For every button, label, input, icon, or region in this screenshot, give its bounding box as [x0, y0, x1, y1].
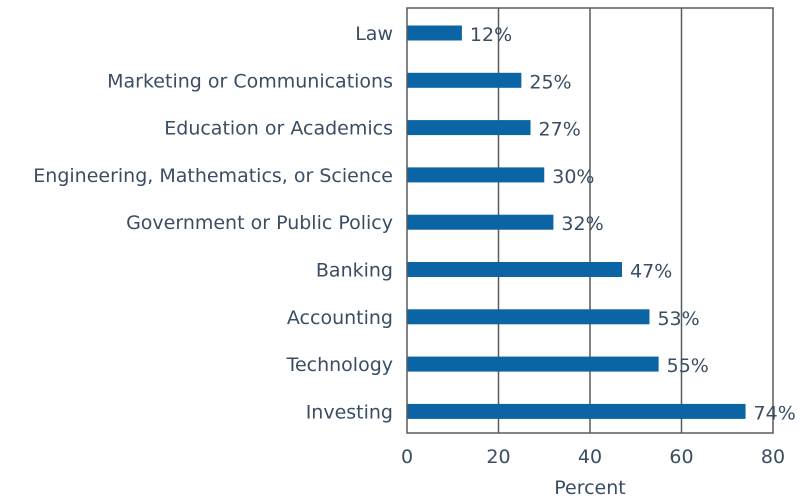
bars — [407, 25, 746, 419]
category-labels: Law Marketing or Communications Education … — [33, 23, 393, 423]
data-label: 12% — [470, 24, 512, 46]
bar — [407, 309, 650, 325]
value-labels: 12% 25% 27% 30% 32% 47% 53% 55% 74% — [470, 24, 796, 424]
bar — [407, 214, 554, 230]
category-label: Law — [355, 23, 393, 45]
bar — [407, 356, 659, 372]
bar — [407, 72, 522, 88]
data-label: 55% — [667, 355, 709, 377]
category-label: Investing — [306, 401, 393, 423]
bar — [407, 120, 531, 136]
bar — [407, 403, 746, 419]
x-tick-label: 40 — [578, 446, 602, 468]
bar — [407, 262, 623, 277]
data-label: 74% — [754, 402, 796, 424]
category-label: Marketing or Communications — [107, 70, 393, 92]
x-tick-label: 0 — [401, 446, 413, 468]
category-label: Banking — [316, 260, 393, 282]
bar — [407, 167, 545, 183]
data-label: 27% — [539, 119, 581, 141]
category-label: Education or Academics — [164, 118, 393, 140]
category-label: Accounting — [287, 307, 393, 329]
x-tick-label: 20 — [486, 446, 510, 468]
category-label: Technology — [286, 354, 393, 376]
category-label: Government or Public Policy — [126, 212, 393, 234]
data-label: 25% — [529, 71, 571, 93]
category-label: Engineering, Mathematics, or Science — [33, 165, 393, 187]
data-label: 53% — [657, 308, 699, 330]
plot-frame — [406, 7, 774, 434]
x-tick-labels: 0 20 40 60 80 — [401, 446, 785, 468]
data-label: 47% — [630, 261, 672, 283]
bar — [407, 25, 462, 41]
data-label: 30% — [552, 166, 594, 188]
data-label: 32% — [561, 213, 603, 235]
x-axis-title: Percent — [554, 477, 626, 499]
x-tick-label: 80 — [761, 446, 785, 468]
x-tick-label: 60 — [669, 446, 693, 468]
